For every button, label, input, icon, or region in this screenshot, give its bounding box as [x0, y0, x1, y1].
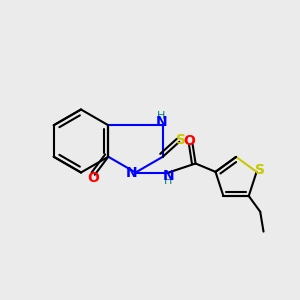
Text: N: N	[125, 166, 137, 179]
Text: O: O	[184, 134, 196, 148]
Text: S: S	[176, 133, 186, 147]
Text: O: O	[87, 171, 99, 185]
Text: H: H	[157, 111, 166, 121]
Text: N: N	[155, 115, 167, 129]
Text: N: N	[163, 169, 174, 182]
Text: S: S	[255, 163, 265, 177]
Text: H: H	[164, 176, 173, 186]
